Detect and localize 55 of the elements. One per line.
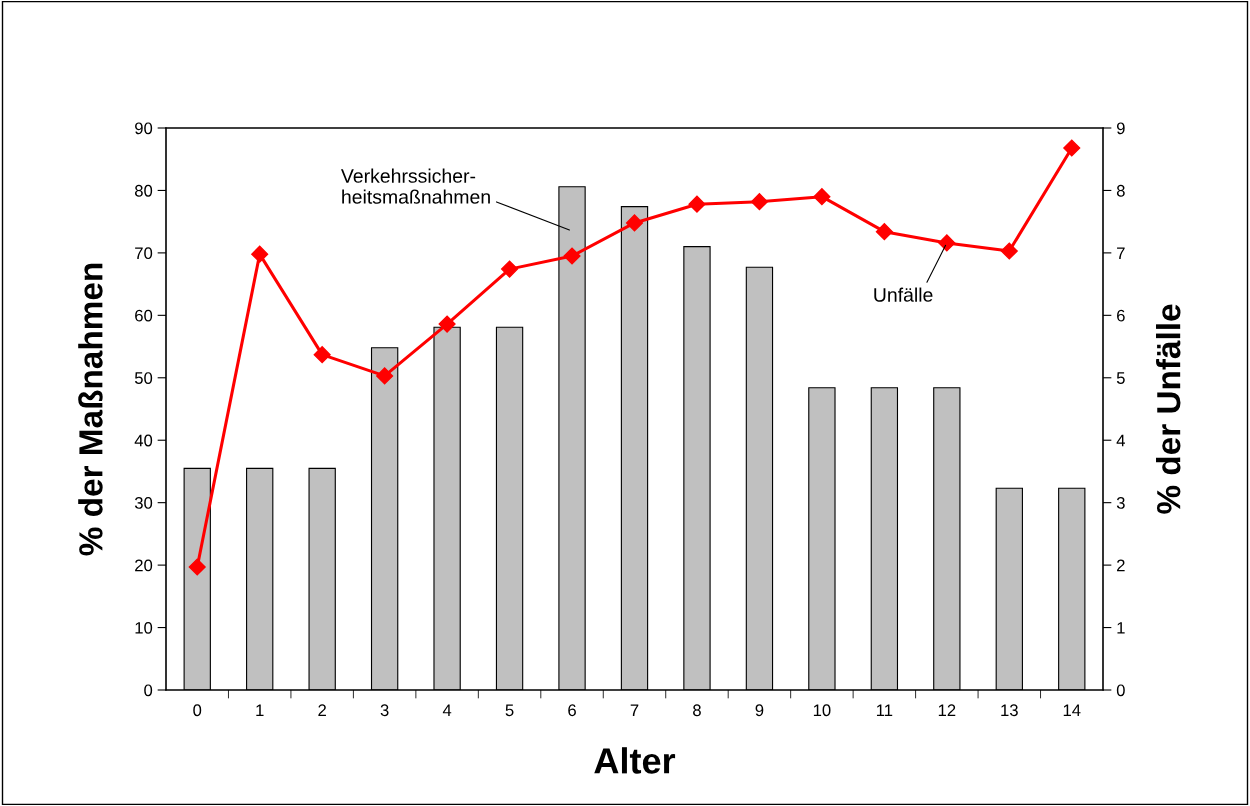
y2-tick-label: 4	[1116, 434, 1125, 447]
point	[188, 558, 206, 576]
point	[501, 260, 519, 278]
point	[376, 367, 394, 385]
x-tick-label: 10	[813, 704, 831, 717]
point	[750, 193, 768, 211]
y-tick-label: 30	[134, 497, 153, 509]
x-tick-label: 12	[938, 704, 956, 716]
y-tick-label: 20	[135, 559, 153, 572]
x-tick-label: 5	[505, 704, 514, 717]
y2-tick-label: 8	[1116, 184, 1125, 197]
y-tick-label: 10	[135, 621, 153, 634]
annotation: Verkehrssicher- heitsmaßnahmen	[340, 168, 490, 204]
point	[625, 214, 644, 232]
y-tick-label: 60	[135, 309, 153, 322]
point	[688, 195, 706, 213]
point	[251, 245, 269, 263]
point	[938, 234, 956, 252]
annotation: Unfälle	[874, 287, 933, 302]
x-tick-label: 6	[568, 704, 576, 717]
x-axis-title: Alter	[594, 747, 676, 774]
point	[313, 346, 331, 364]
x-tick-label: 9	[755, 704, 764, 717]
x-tick-label: 11	[876, 704, 893, 716]
point	[813, 188, 831, 206]
y-tick-label: 0	[144, 684, 153, 697]
y2-tick-label: 0	[1116, 684, 1125, 697]
x-tick-label: 8	[693, 704, 701, 717]
x-tick-label: 1	[256, 704, 264, 716]
point	[563, 247, 581, 265]
y2-tick-label: 5	[1116, 372, 1125, 384]
y2-tick-label: 7	[1117, 247, 1125, 259]
y-tick-label: 80	[134, 184, 153, 197]
y-tick-label: 90	[135, 122, 153, 135]
y-tick-label: 40	[134, 434, 153, 447]
point	[1000, 242, 1018, 260]
x-tick-label: 2	[318, 704, 326, 716]
y-axis-title: % der Maßnahmen	[78, 263, 103, 556]
point	[875, 223, 893, 241]
y2-tick-label: 6	[1117, 309, 1125, 322]
point	[438, 315, 456, 333]
y2-tick-label: 3	[1116, 497, 1125, 509]
y2-tick-label: 1	[1117, 622, 1125, 634]
x-tick-label: 4	[442, 704, 452, 716]
x-tick-label: 3	[380, 704, 389, 717]
point	[1063, 139, 1081, 157]
y2-axis-title: % der Unfälle	[1156, 304, 1181, 514]
y2-tick-label: 9	[1116, 122, 1125, 135]
x-tick-label: 7	[630, 704, 639, 716]
y-tick-label: 50	[134, 372, 153, 384]
x-tick-label: 13	[1001, 704, 1018, 717]
y-tick-label: 70	[135, 247, 153, 260]
x-tick-label: 14	[1063, 704, 1081, 716]
y2-tick-label: 2	[1117, 559, 1125, 572]
x-tick-label: 0	[193, 704, 202, 717]
